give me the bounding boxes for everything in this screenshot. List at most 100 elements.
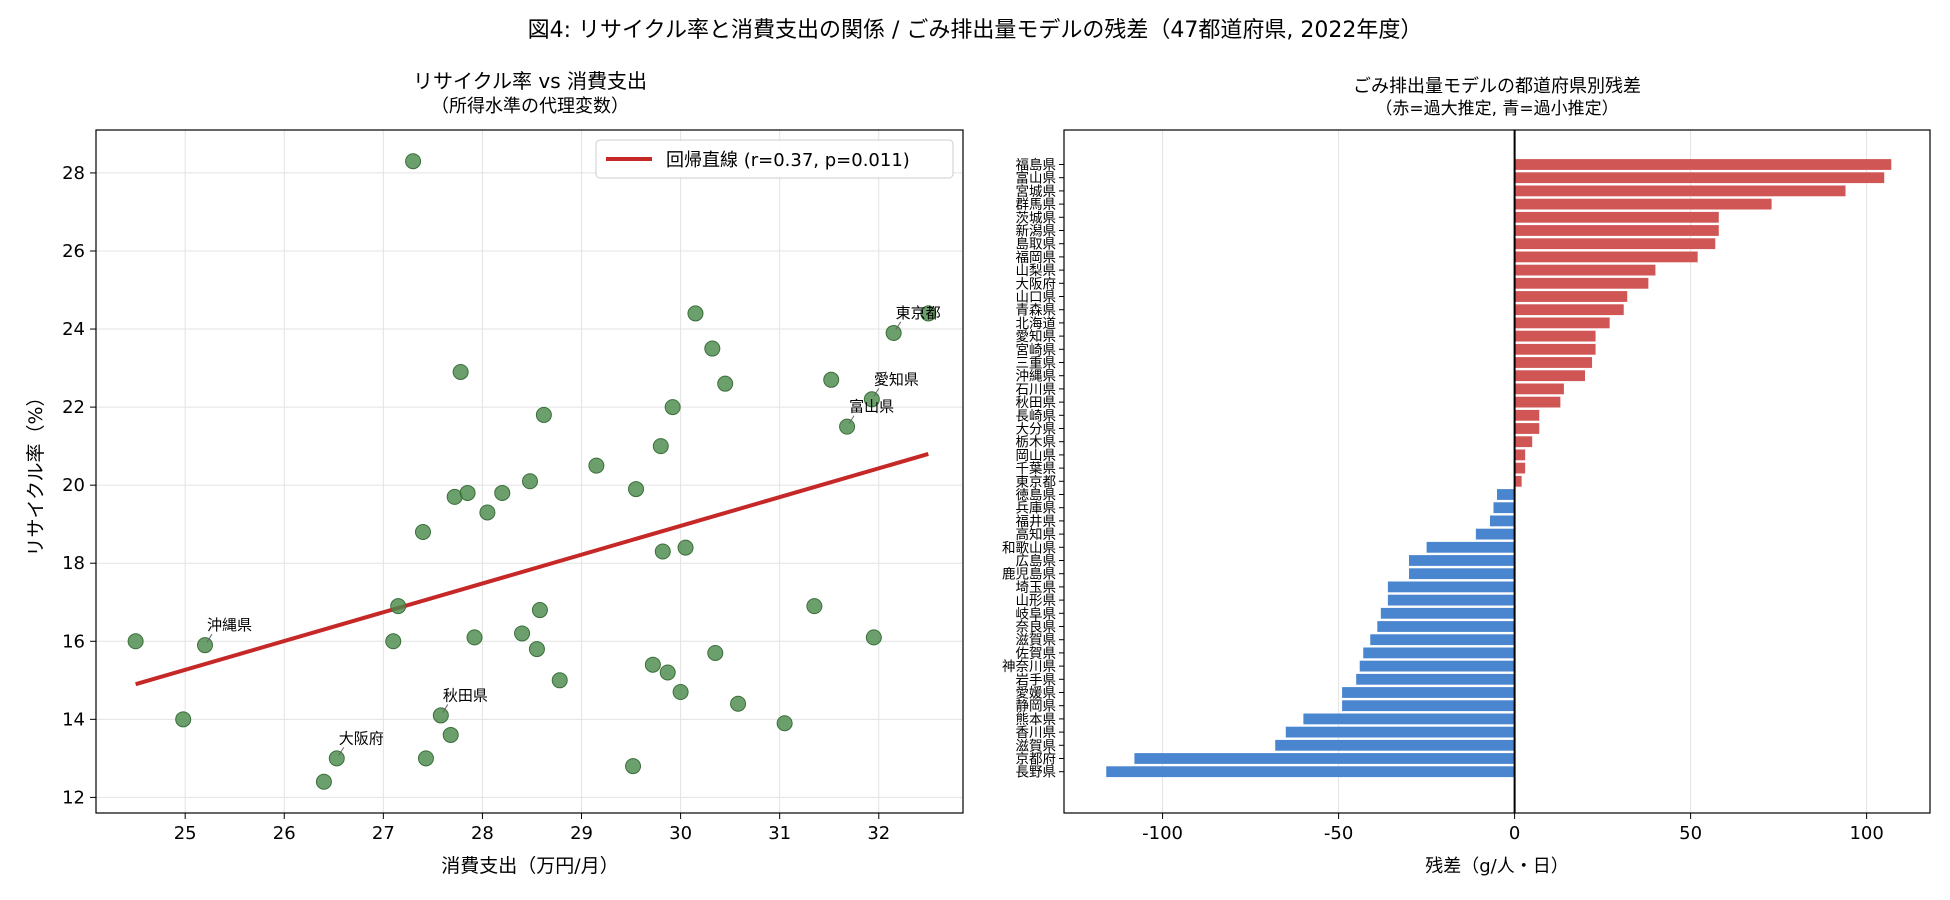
category-label: 徳島県 (1016, 488, 1057, 504)
residual-bar (1514, 304, 1624, 316)
scatter-x-axis-label: 消費支出（万円/月） (441, 855, 618, 877)
scatter-point (175, 711, 192, 728)
residual-bar (1514, 436, 1533, 448)
scatter-point (885, 324, 902, 341)
scatter-point (806, 598, 823, 615)
residual-bar (1387, 594, 1515, 606)
scatter-legend: 回帰直線 (r=0.37, p=0.011) (595, 139, 954, 179)
category-label: 愛媛県 (1016, 686, 1057, 702)
scatter-point (659, 664, 676, 681)
figure-title: 図4: リサイクル率と消費支出の関係 / ごみ排出量モデルの残差（47都道府県,… (528, 18, 1423, 43)
category-label: 宮城県 (1016, 184, 1057, 200)
scatter-tick-labels: 25 26 27 28 29 30 31 32 12 14 16 18 20 22 24 26 28 (62, 163, 890, 844)
annotation-leader (206, 633, 213, 643)
category-label: 岡山県 (1016, 448, 1057, 464)
residual-bar (1275, 739, 1515, 751)
category-label: 鹿児島県 (1002, 566, 1056, 583)
x-tick-label: 28 (471, 823, 494, 844)
residual-x-axis-label: 残差（g/人・日） (1425, 856, 1569, 877)
scatter-point (687, 305, 704, 322)
y-tick-label: 12 (62, 787, 85, 808)
residual-tick-labels: -100 -50 0 50 100 (1142, 813, 1884, 844)
category-label: 北海道 (1016, 316, 1057, 332)
x-tick-label: 100 (1849, 823, 1883, 844)
category-label: 千葉県 (1016, 461, 1057, 477)
scatter-point (385, 633, 402, 650)
scatter-axes-frame (95, 129, 964, 814)
residual-bar (1489, 515, 1515, 527)
residual-bar (1134, 753, 1515, 764)
residual-bar (1342, 700, 1515, 712)
category-label: 福島県 (1016, 158, 1057, 174)
residual-bar (1514, 291, 1628, 302)
residual-bar (1514, 317, 1610, 329)
category-label: 栃木県 (1016, 435, 1057, 451)
residual-bars (1106, 130, 1892, 813)
scatter-point (730, 695, 747, 712)
category-label: 山口県 (1016, 290, 1057, 306)
scatter-point (442, 726, 459, 743)
scatter-point (625, 758, 642, 775)
y-tick-label: 22 (62, 397, 85, 418)
scatter-point (920, 305, 937, 322)
category-label: 兵庫県 (1016, 501, 1057, 517)
residual-bar (1356, 673, 1515, 685)
category-label: 京都府 (1016, 752, 1057, 768)
legend-box (595, 139, 954, 179)
residual-bar (1514, 251, 1698, 263)
scatter-point (672, 684, 689, 701)
x-tick-label: 26 (273, 823, 296, 844)
residual-bar (1514, 330, 1596, 342)
y-tick-label: 20 (62, 475, 85, 496)
regression-line (135, 452, 929, 687)
point-annotation: 大阪府 (339, 729, 384, 747)
scatter-point (390, 598, 407, 615)
residual-bar (1380, 607, 1515, 619)
category-label: 広島県 (1016, 554, 1057, 570)
residual-bar (1370, 634, 1515, 646)
residual-bar (1514, 198, 1772, 210)
residual-bar (1377, 621, 1515, 632)
category-label: 福岡県 (1016, 250, 1057, 266)
y-tick-label: 28 (62, 163, 85, 184)
point-annotation: 沖縄県 (207, 616, 252, 634)
y-tick-label: 24 (62, 319, 85, 340)
residual-bar (1514, 462, 1526, 474)
category-label: 山梨県 (1016, 263, 1057, 279)
residual-category-labels: 福島県富山県宮城県群馬県茨城県新潟県島取県福岡県山梨県大阪府山口県青森県北海道愛… (1002, 158, 1064, 781)
scatter-point (863, 391, 880, 408)
category-label: 愛知県 (1016, 328, 1057, 345)
residual-bar (1514, 225, 1719, 236)
category-label: 岐阜県 (1016, 605, 1057, 622)
residual-bar (1387, 581, 1515, 593)
residual-bar (1408, 568, 1515, 580)
scatter-point (677, 539, 694, 556)
scatter-point (588, 457, 605, 474)
category-label: 東京都 (1016, 474, 1057, 490)
scatter-point (717, 375, 734, 392)
residual-bar (1514, 238, 1716, 250)
category-label: 宮崎県 (1016, 342, 1057, 358)
scatter-point (514, 625, 531, 642)
residual-bar (1514, 370, 1586, 382)
category-label: 滋賀県 (1016, 633, 1057, 649)
y-tick-label: 26 (62, 241, 85, 262)
category-label: 大分県 (1016, 422, 1057, 438)
residual-bar (1285, 726, 1515, 738)
category-label: 滋賀県 (1016, 738, 1057, 754)
category-label: 福井県 (1016, 514, 1057, 530)
residual-bar (1106, 766, 1515, 778)
category-label: 奈良県 (1016, 620, 1057, 636)
category-label: 埼玉県 (1016, 580, 1057, 596)
scatter-point (865, 629, 882, 646)
scatter-point (535, 406, 552, 423)
scatter-point (459, 484, 476, 501)
x-tick-label: -50 (1324, 823, 1353, 844)
scatter-point (328, 750, 345, 767)
scatter-point (521, 473, 538, 490)
x-tick-label: 31 (768, 823, 791, 844)
category-label: 佐賀県 (1016, 646, 1057, 662)
scatter-point (466, 629, 483, 646)
scatter-point (452, 363, 469, 380)
